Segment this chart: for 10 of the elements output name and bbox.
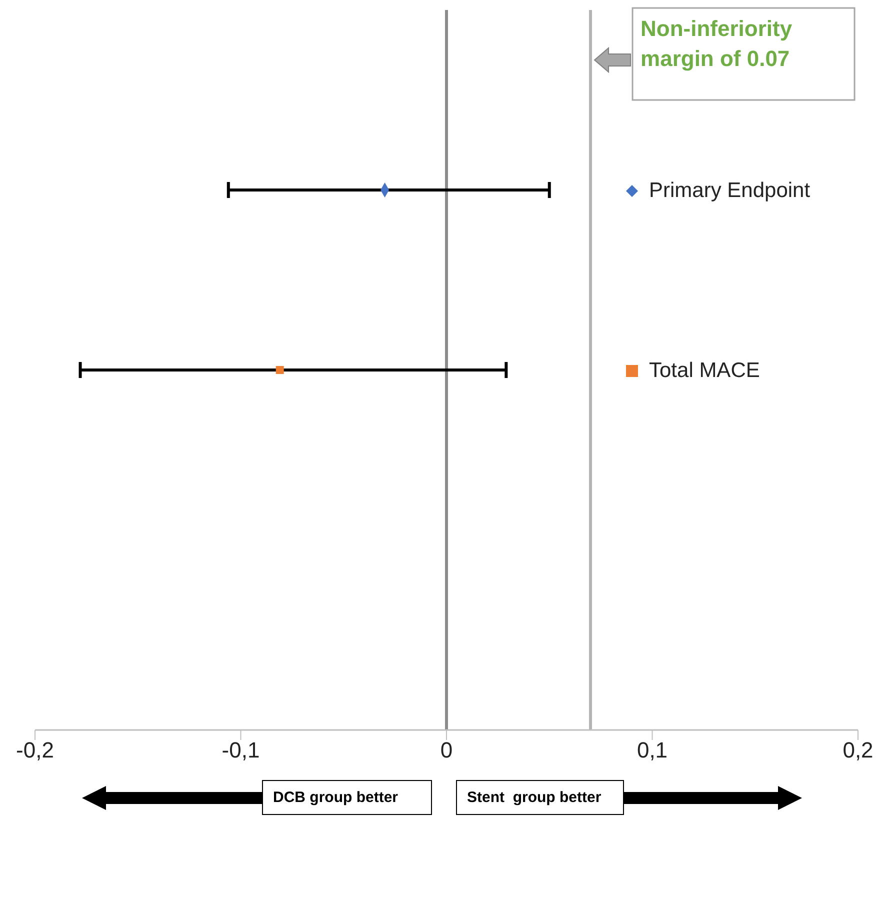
x-tick-label: 0,2 [842,738,874,763]
legend-label: Primary Endpoint [649,179,810,203]
x-tick-label: -0,2 [16,738,54,763]
x-tick-label: 0,1 [636,738,668,763]
ref-line-label: Non-inferiority margin of 0.07 [640,15,794,73]
x-tick-label: 0 [440,738,453,763]
x-tick-label: -0,1 [222,738,260,763]
legend-label: Total MACE [649,359,760,383]
text: DCB group better [262,780,432,815]
text: Stent group better [456,780,624,815]
